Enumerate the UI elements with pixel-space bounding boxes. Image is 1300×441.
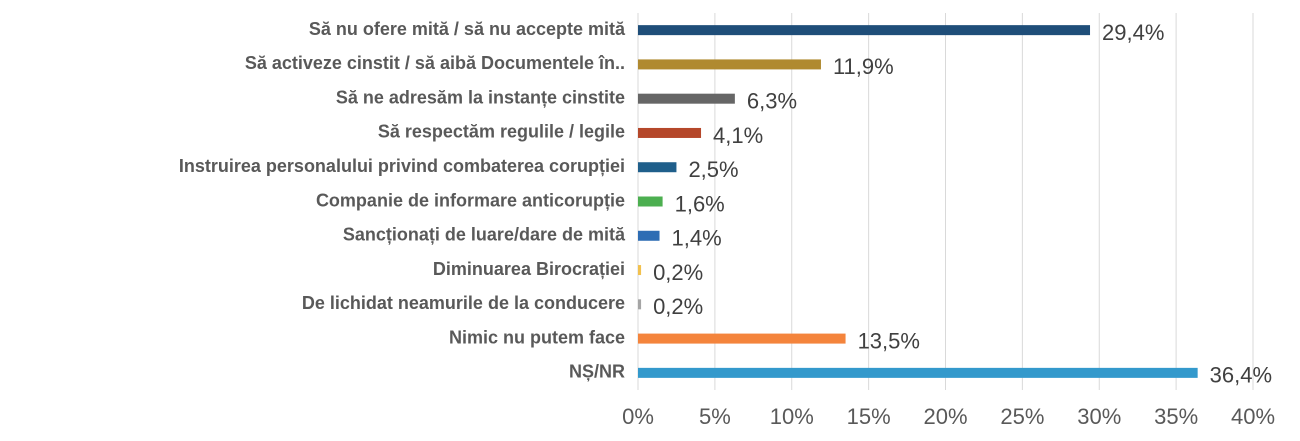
value-label: 36,4% bbox=[1210, 363, 1272, 388]
category-label: Să ne adresăm la instanțe cinstite bbox=[336, 87, 625, 107]
bar bbox=[638, 93, 735, 104]
value-label: 0,2% bbox=[653, 260, 703, 285]
bar bbox=[638, 162, 677, 173]
category-label: De lichidat neamurile de la conducere bbox=[302, 293, 625, 313]
x-tick-label: 15% bbox=[847, 404, 891, 429]
category-label: Sancționați de luare/dare de mită bbox=[343, 225, 626, 245]
value-label: 11,9% bbox=[833, 54, 894, 79]
bar bbox=[638, 127, 702, 138]
bar bbox=[638, 299, 642, 310]
category-label: Să activeze cinstit / să aibă Documentel… bbox=[245, 53, 625, 73]
x-tick-label: 25% bbox=[1000, 404, 1044, 429]
value-label: 1,4% bbox=[672, 226, 722, 251]
value-label: 13,5% bbox=[858, 328, 920, 353]
x-tick-label: 5% bbox=[699, 404, 731, 429]
x-tick-label: 0% bbox=[622, 404, 654, 429]
x-tick-label: 35% bbox=[1154, 404, 1198, 429]
category-label: Să respectăm regulile / legile bbox=[378, 122, 625, 142]
bar bbox=[638, 367, 1198, 378]
category-label: Diminuarea Birocrației bbox=[433, 259, 625, 279]
value-label: 6,3% bbox=[747, 88, 797, 113]
x-tick-label: 20% bbox=[923, 404, 967, 429]
bar bbox=[638, 25, 1091, 36]
x-tick-label: 10% bbox=[770, 404, 814, 429]
category-label: Instruirea personalului privind combater… bbox=[179, 156, 625, 176]
value-label: 1,6% bbox=[675, 191, 725, 216]
category-label: Companie de informare anticorupție bbox=[316, 190, 625, 210]
bar bbox=[638, 59, 821, 70]
value-label: 0,2% bbox=[653, 294, 703, 319]
category-label: Nimic nu putem face bbox=[449, 327, 625, 347]
value-label: 4,1% bbox=[713, 123, 763, 148]
bar bbox=[638, 333, 846, 344]
category-label: Să nu ofere mită / să nu accepte mită bbox=[309, 19, 626, 39]
value-label: 29,4% bbox=[1102, 20, 1164, 45]
bar bbox=[638, 230, 660, 241]
bar bbox=[638, 196, 663, 207]
x-tick-label: 30% bbox=[1077, 404, 1121, 429]
value-label: 2,5% bbox=[688, 157, 738, 182]
x-tick-label: 40% bbox=[1231, 404, 1275, 429]
bar bbox=[638, 265, 642, 276]
category-label: NȘ/NR bbox=[569, 362, 625, 382]
